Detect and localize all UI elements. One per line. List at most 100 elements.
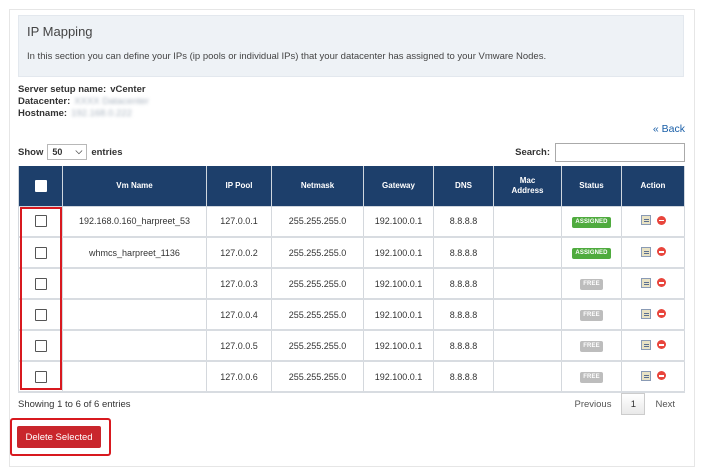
column-header[interactable]: Netmask	[271, 166, 364, 207]
row-select-cell	[18, 360, 63, 393]
table-header-row: Vm Name IP Pool Netmask Gateway DNS Mac …	[18, 166, 685, 207]
status-cell: FREE	[561, 329, 622, 362]
delete-icon[interactable]	[656, 371, 666, 380]
column-header[interactable]: Status	[561, 166, 622, 207]
select-all-checkbox[interactable]	[34, 179, 47, 192]
gateway-cell: 192.100.0.1	[363, 329, 434, 362]
status-cell: FREE	[561, 298, 622, 331]
setup-name-value: vCenter	[110, 84, 146, 95]
action-cell	[621, 236, 685, 269]
column-header[interactable]: DNS	[433, 166, 494, 207]
ip-pool-cell: 127.0.0.5	[206, 329, 272, 362]
column-header[interactable]: Vm Name	[62, 166, 207, 207]
row-select-cell	[18, 205, 63, 238]
delete-selected-button[interactable]: Delete Selected	[17, 426, 101, 448]
row-checkbox[interactable]	[34, 370, 47, 383]
netmask-cell: 255.255.255.0	[271, 267, 364, 300]
entries-info: Showing 1 to 6 of 6 entries	[18, 399, 131, 410]
dns-cell: 8.8.8.8	[433, 298, 494, 331]
row-select-cell	[18, 298, 63, 331]
netmask-cell: 255.255.255.0	[271, 205, 364, 238]
row-select-cell	[18, 267, 63, 300]
dns-cell: 8.8.8.8	[433, 205, 494, 238]
column-header[interactable]: Action	[621, 166, 685, 207]
netmask-cell: 255.255.255.0	[271, 298, 364, 331]
edit-icon[interactable]	[640, 339, 651, 350]
delete-icon[interactable]	[656, 247, 666, 256]
status-cell: FREE	[561, 360, 622, 393]
delete-icon[interactable]	[656, 278, 666, 287]
row-checkbox[interactable]	[34, 339, 47, 352]
back-link[interactable]: « Back	[652, 123, 685, 135]
netmask-cell: 255.255.255.0	[271, 360, 364, 393]
row-select-cell	[18, 329, 63, 362]
mac-cell	[493, 267, 562, 300]
select-all-header	[18, 166, 63, 207]
row-checkbox[interactable]	[34, 246, 47, 259]
column-header[interactable]: Gateway	[363, 166, 434, 207]
row-checkbox[interactable]	[34, 277, 47, 290]
vm-name-cell: 192.168.0.160_harpreet_53	[62, 205, 207, 238]
entries-value: 50	[52, 147, 63, 157]
search-label: Search:	[515, 147, 550, 158]
vm-name-cell	[62, 360, 207, 393]
status-badge: FREE	[580, 372, 603, 383]
vm-name-cell	[62, 298, 207, 331]
action-cell	[621, 205, 685, 238]
section-header: IP Mapping In this section you can defin…	[18, 15, 684, 77]
edit-icon[interactable]	[640, 370, 651, 381]
gateway-cell: 192.100.0.1	[363, 298, 434, 331]
table-row: 127.0.0.3 255.255.255.0 192.100.0.1 8.8.…	[18, 267, 685, 300]
delete-icon[interactable]	[656, 215, 666, 225]
vm-name-cell	[62, 267, 207, 300]
status-badge: ASSIGNED	[572, 216, 611, 228]
page-1-button[interactable]: 1	[621, 393, 646, 415]
gateway-cell: 192.100.0.1	[363, 205, 434, 238]
table-row: 127.0.0.5 255.255.255.0 192.100.0.1 8.8.…	[18, 329, 685, 362]
dns-cell: 8.8.8.8	[433, 329, 494, 362]
action-cell	[621, 298, 685, 331]
edit-icon[interactable]	[640, 308, 651, 319]
hostname-label: Hostname:	[18, 108, 68, 119]
chevron-down-icon: ⌵	[75, 146, 83, 156]
delete-icon[interactable]	[656, 309, 666, 318]
previous-button[interactable]: Previous	[574, 398, 612, 410]
edit-icon[interactable]	[640, 215, 651, 226]
mac-cell	[493, 298, 562, 331]
action-cell	[621, 329, 685, 362]
page-title: IP Mapping	[27, 24, 93, 39]
status-cell: FREE	[561, 267, 622, 300]
delete-icon[interactable]	[656, 340, 666, 349]
column-header[interactable]: IP Pool	[206, 166, 272, 207]
status-cell: ASSIGNED	[561, 205, 622, 238]
row-checkbox[interactable]	[34, 215, 47, 228]
column-header[interactable]: Mac Address	[493, 166, 562, 207]
mac-cell	[493, 205, 562, 238]
gateway-cell: 192.100.0.1	[363, 360, 434, 393]
setup-name-label: Server setup name:	[18, 84, 107, 95]
row-select-cell	[18, 236, 63, 269]
table-row: whmcs_harpreet_1136 127.0.0.2 255.255.25…	[18, 236, 685, 269]
ip-mapping-table: Vm Name IP Pool Netmask Gateway DNS Mac …	[18, 166, 685, 393]
row-checkbox[interactable]	[34, 308, 47, 321]
action-cell	[621, 360, 685, 393]
mac-address-header: Mac Address	[511, 175, 544, 195]
server-info: Server setup name: vCenter Datacenter: XXX…	[18, 84, 149, 120]
search: Search:	[515, 143, 685, 162]
hostname-value: 192.168.0.222	[71, 108, 132, 119]
ip-pool-cell: 127.0.0.1	[206, 205, 272, 238]
next-button[interactable]: Next	[655, 398, 675, 410]
status-badge: FREE	[580, 341, 603, 352]
edit-icon[interactable]	[640, 246, 651, 257]
dns-cell: 8.8.8.8	[433, 236, 494, 269]
mac-cell	[493, 329, 562, 362]
section-description: In this section you can define your IPs …	[27, 51, 547, 62]
table-row: 127.0.0.6 255.255.255.0 192.100.0.1 8.8.…	[18, 360, 685, 393]
dns-cell: 8.8.8.8	[433, 360, 494, 393]
edit-icon[interactable]	[640, 277, 651, 288]
entries-select[interactable]: 50 ⌵	[47, 144, 88, 160]
vm-name-cell	[62, 329, 207, 362]
datacenter-value: XXXX Datacenter	[74, 96, 149, 107]
table-row: 127.0.0.4 255.255.255.0 192.100.0.1 8.8.…	[18, 298, 685, 331]
search-input[interactable]	[555, 143, 685, 162]
